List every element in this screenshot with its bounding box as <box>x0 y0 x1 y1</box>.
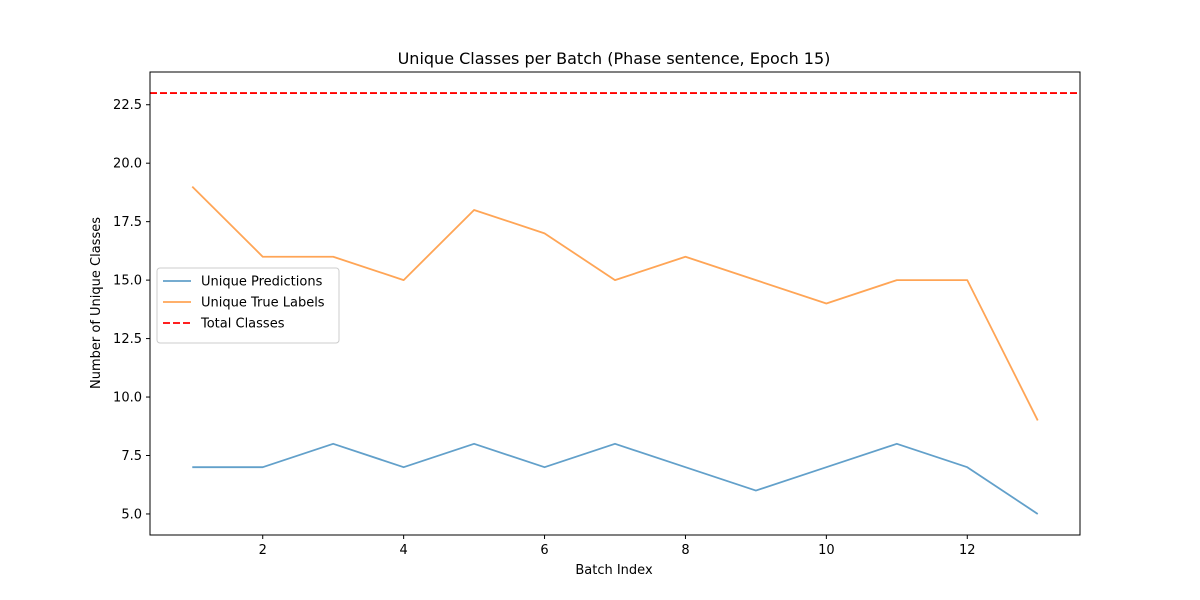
y-tick-label: 22.5 <box>113 98 142 113</box>
series-line-unique-true-labels <box>191 185 1039 421</box>
x-tick-label: 10 <box>818 543 835 558</box>
chart-title: Unique Classes per Batch (Phase sentence… <box>398 49 831 68</box>
x-tick-label: 8 <box>681 543 689 558</box>
x-axis: 2 4 6 8 10 12 <box>259 535 976 558</box>
x-tick-label: 2 <box>259 543 267 558</box>
x-tick-label: 4 <box>399 543 407 558</box>
y-tick-label: 15.0 <box>113 274 142 289</box>
plot-frame <box>149 71 1081 536</box>
legend: Unique Predictions Unique True Labels Tota… <box>156 267 340 344</box>
plot-area <box>149 71 1081 536</box>
y-tick-label: 17.5 <box>113 215 142 230</box>
legend-item-unique-true-labels: Unique True Labels <box>163 296 325 311</box>
legend-item-total-classes: Total Classes <box>163 317 285 332</box>
y-axis-label: Number of Unique Classes <box>89 217 104 389</box>
y-tick-label: 5.0 <box>121 507 142 522</box>
legend-label: Unique Predictions <box>201 275 323 290</box>
series-layer <box>191 185 1039 515</box>
y-tick-label: 12.5 <box>113 332 142 347</box>
y-axis: 5.0 7.5 10.0 12.5 15.0 17.5 20.0 22.5 <box>113 98 150 522</box>
x-axis-label: Batch Index <box>575 563 653 578</box>
legend-label: Total Classes <box>200 317 285 332</box>
y-tick-label: 10.0 <box>113 391 142 406</box>
y-tick-label: 7.5 <box>121 449 142 464</box>
series-line-unique-predictions <box>192 442 1039 515</box>
legend-label: Unique True Labels <box>201 296 325 311</box>
x-tick-label: 6 <box>540 543 548 558</box>
legend-item-unique-predictions: Unique Predictions <box>163 275 323 290</box>
y-tick-label: 20.0 <box>113 157 142 172</box>
legend-box <box>156 267 340 344</box>
x-tick-label: 12 <box>959 543 976 558</box>
